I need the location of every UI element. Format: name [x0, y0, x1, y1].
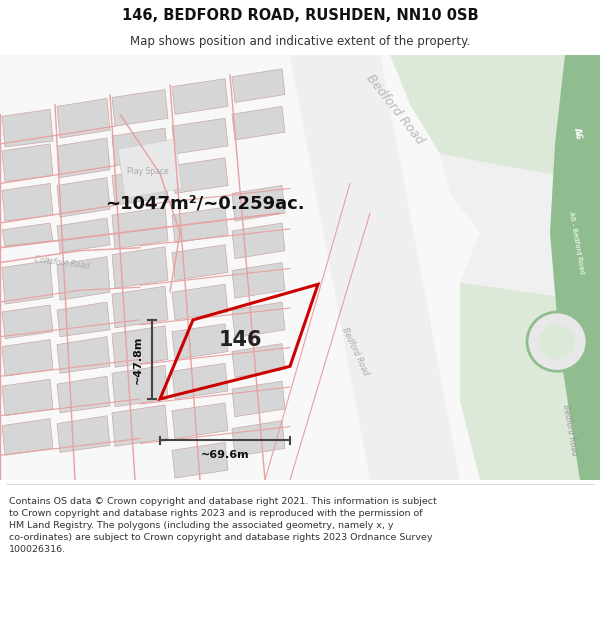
Polygon shape	[2, 419, 53, 455]
Polygon shape	[0, 55, 600, 480]
Text: 146: 146	[218, 329, 262, 349]
Polygon shape	[112, 286, 168, 328]
Polygon shape	[2, 109, 53, 147]
Polygon shape	[172, 442, 228, 478]
Polygon shape	[460, 282, 600, 480]
Polygon shape	[57, 337, 110, 373]
Text: 146, BEDFORD ROAD, RUSHDEN, NN10 0SB: 146, BEDFORD ROAD, RUSHDEN, NN10 0SB	[122, 8, 478, 23]
Polygon shape	[2, 339, 53, 376]
Polygon shape	[232, 223, 285, 259]
Polygon shape	[232, 262, 285, 298]
Text: Play Space: Play Space	[127, 167, 169, 176]
Polygon shape	[172, 324, 228, 359]
Polygon shape	[57, 416, 110, 452]
Text: ~47.8m: ~47.8m	[133, 335, 143, 384]
Polygon shape	[172, 118, 228, 154]
Text: A6: A6	[571, 127, 583, 141]
Polygon shape	[2, 379, 53, 416]
Polygon shape	[112, 405, 168, 446]
Polygon shape	[172, 245, 228, 281]
Polygon shape	[2, 144, 53, 181]
Polygon shape	[118, 139, 182, 198]
Polygon shape	[57, 138, 110, 178]
Text: A6 - Bedford Road: A6 - Bedford Road	[568, 211, 584, 274]
Polygon shape	[57, 218, 110, 252]
Polygon shape	[57, 302, 110, 337]
Text: Coltsfoot Road: Coltsfoot Road	[34, 255, 90, 271]
Polygon shape	[172, 363, 228, 399]
Polygon shape	[112, 366, 168, 407]
Polygon shape	[232, 69, 285, 102]
Polygon shape	[112, 89, 168, 126]
Polygon shape	[2, 305, 53, 339]
Polygon shape	[112, 247, 168, 288]
Text: Bedford Road: Bedford Road	[364, 72, 426, 147]
Polygon shape	[57, 99, 110, 138]
Polygon shape	[290, 55, 460, 480]
Polygon shape	[232, 381, 285, 417]
Polygon shape	[172, 284, 228, 320]
Polygon shape	[2, 261, 53, 304]
Polygon shape	[232, 106, 285, 140]
Text: Map shows position and indicative extent of the property.: Map shows position and indicative extent…	[130, 35, 470, 48]
Polygon shape	[57, 177, 110, 217]
Circle shape	[539, 324, 575, 359]
Polygon shape	[112, 326, 168, 367]
Polygon shape	[232, 421, 285, 456]
Polygon shape	[440, 154, 600, 302]
Text: Contains OS data © Crown copyright and database right 2021. This information is : Contains OS data © Crown copyright and d…	[9, 498, 437, 554]
Polygon shape	[172, 208, 228, 242]
Text: ~69.6m: ~69.6m	[200, 450, 250, 460]
Polygon shape	[550, 55, 600, 480]
Polygon shape	[112, 128, 168, 166]
Polygon shape	[57, 376, 110, 413]
Polygon shape	[172, 403, 228, 439]
Polygon shape	[172, 79, 228, 114]
Circle shape	[527, 312, 587, 371]
Text: Bedford Road: Bedford Road	[561, 404, 579, 457]
Polygon shape	[112, 168, 168, 205]
Polygon shape	[232, 344, 285, 377]
Polygon shape	[232, 186, 285, 221]
Polygon shape	[112, 208, 168, 249]
Text: Bedford Road: Bedford Road	[340, 326, 370, 377]
Polygon shape	[232, 302, 285, 338]
Polygon shape	[390, 55, 600, 233]
Polygon shape	[2, 223, 53, 246]
Polygon shape	[2, 184, 53, 221]
Polygon shape	[172, 158, 228, 193]
Text: ~1047m²/~0.259ac.: ~1047m²/~0.259ac.	[105, 194, 305, 213]
Polygon shape	[57, 257, 110, 300]
